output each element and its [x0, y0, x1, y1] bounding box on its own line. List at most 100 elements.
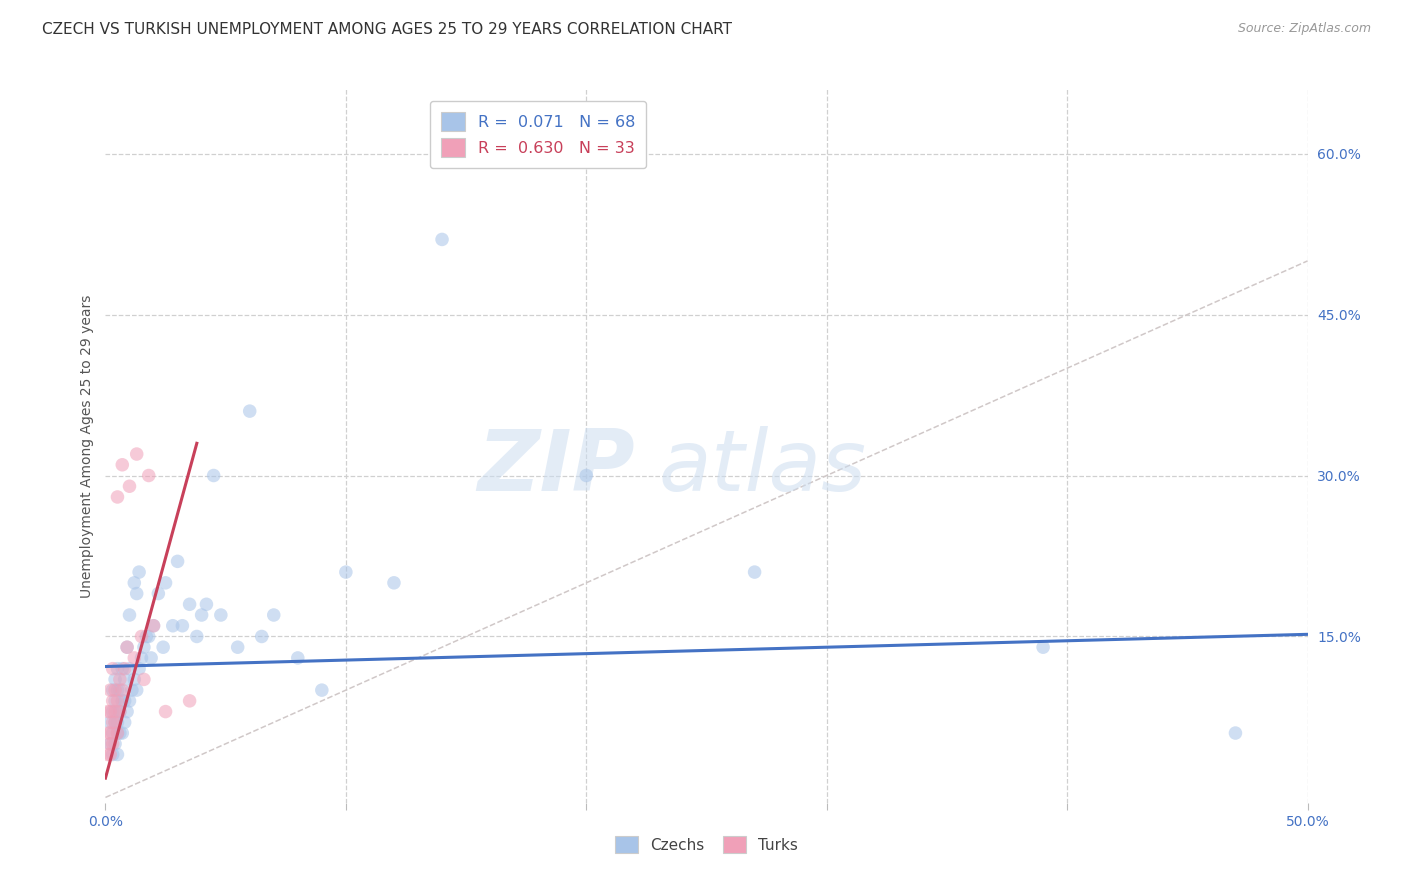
Point	[155, 575, 177, 590]
Point	[172, 619, 194, 633]
Point	[101, 737, 124, 751]
Point	[101, 683, 124, 698]
Point	[115, 705, 138, 719]
Point	[104, 673, 127, 687]
Point	[132, 673, 155, 687]
Point	[104, 737, 127, 751]
Point	[287, 651, 309, 665]
Point	[135, 630, 157, 644]
Point	[138, 630, 160, 644]
Point	[107, 490, 129, 504]
Point	[263, 607, 285, 622]
Point	[98, 737, 121, 751]
Point	[104, 715, 127, 730]
Point	[111, 694, 134, 708]
Point	[98, 726, 121, 740]
Point	[115, 640, 138, 655]
Point	[190, 607, 212, 622]
Point	[744, 565, 766, 579]
Point	[107, 747, 129, 762]
Point	[139, 651, 162, 665]
Point	[111, 662, 134, 676]
Point	[98, 747, 121, 762]
Point	[118, 479, 141, 493]
Point	[132, 640, 155, 655]
Point	[107, 694, 129, 708]
Point	[97, 726, 120, 740]
Point	[575, 468, 598, 483]
Point	[202, 468, 225, 483]
Point	[107, 705, 129, 719]
Point	[124, 575, 146, 590]
Point	[179, 694, 201, 708]
Text: Source: ZipAtlas.com: Source: ZipAtlas.com	[1237, 22, 1371, 36]
Point	[114, 662, 136, 676]
Point	[131, 630, 153, 644]
Point	[101, 715, 124, 730]
Legend: Czechs, Turks: Czechs, Turks	[609, 830, 804, 859]
Text: CZECH VS TURKISH UNEMPLOYMENT AMONG AGES 25 TO 29 YEARS CORRELATION CHART: CZECH VS TURKISH UNEMPLOYMENT AMONG AGES…	[42, 22, 733, 37]
Text: atlas: atlas	[658, 425, 866, 509]
Point	[98, 715, 121, 730]
Point	[142, 619, 165, 633]
Point	[101, 747, 124, 762]
Point	[104, 715, 127, 730]
Point	[1225, 726, 1247, 740]
Point	[104, 683, 127, 698]
Point	[166, 554, 188, 568]
Point	[107, 662, 129, 676]
Point	[128, 662, 150, 676]
Text: ZIP: ZIP	[477, 425, 634, 509]
Y-axis label: Unemployment Among Ages 25 to 29 years: Unemployment Among Ages 25 to 29 years	[80, 294, 94, 598]
Point	[104, 705, 127, 719]
Point	[209, 607, 232, 622]
Point	[148, 586, 170, 600]
Point	[101, 705, 124, 719]
Point	[101, 694, 124, 708]
Point	[311, 683, 333, 698]
Point	[107, 726, 129, 740]
Point	[111, 458, 134, 472]
Point	[118, 694, 141, 708]
Point	[1032, 640, 1054, 655]
Point	[335, 565, 357, 579]
Point	[98, 705, 121, 719]
Point	[125, 683, 148, 698]
Point	[108, 705, 131, 719]
Point	[118, 662, 141, 676]
Point	[131, 651, 153, 665]
Point	[382, 575, 405, 590]
Point	[107, 683, 129, 698]
Point	[114, 673, 136, 687]
Point	[107, 726, 129, 740]
Point	[226, 640, 249, 655]
Point	[101, 726, 124, 740]
Point	[111, 726, 134, 740]
Point	[115, 640, 138, 655]
Point	[108, 705, 131, 719]
Point	[111, 683, 134, 698]
Point	[107, 715, 129, 730]
Point	[125, 586, 148, 600]
Point	[108, 683, 131, 698]
Point	[430, 232, 453, 246]
Point	[97, 705, 120, 719]
Point	[108, 726, 131, 740]
Point	[125, 447, 148, 461]
Point	[179, 597, 201, 611]
Point	[98, 737, 121, 751]
Point	[128, 565, 150, 579]
Point	[138, 468, 160, 483]
Point	[155, 705, 177, 719]
Point	[152, 640, 174, 655]
Point	[186, 630, 208, 644]
Point	[98, 683, 121, 698]
Point	[101, 662, 124, 676]
Point	[121, 683, 143, 698]
Point	[114, 694, 136, 708]
Point	[114, 715, 136, 730]
Point	[239, 404, 262, 418]
Point	[97, 747, 120, 762]
Point	[162, 619, 184, 633]
Point	[250, 630, 273, 644]
